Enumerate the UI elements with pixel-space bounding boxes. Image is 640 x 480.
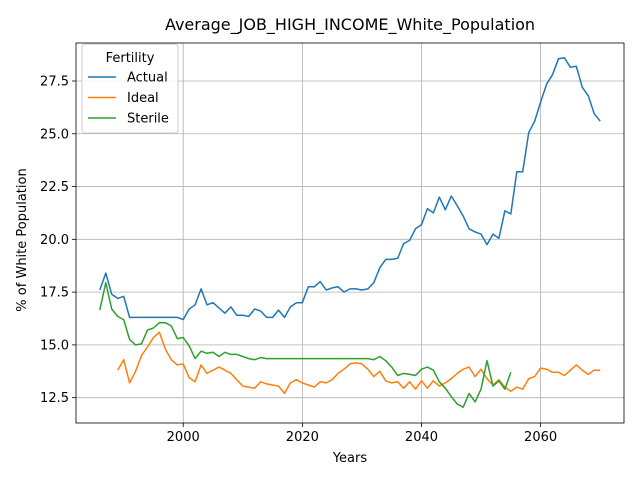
x-axis-title: Years xyxy=(332,451,368,466)
series-line-ideal xyxy=(117,331,601,395)
legend-box xyxy=(81,43,179,134)
y-tick-label: 20.0 xyxy=(40,233,69,248)
y-axis-title: % of White Population xyxy=(15,168,30,311)
x-tick-label: 2040 xyxy=(405,430,438,445)
x-tick-label: 2020 xyxy=(286,430,319,445)
legend-label-ideal: Ideal xyxy=(127,91,159,106)
y-tick-label: 15.0 xyxy=(40,338,69,353)
legend: Fertility Actual Ideal Sterile xyxy=(81,43,179,134)
legend-label-sterile: Sterile xyxy=(127,112,169,127)
series-line-actual xyxy=(99,57,601,321)
y-tick-label: 17.5 xyxy=(40,286,69,301)
plot-frame xyxy=(75,42,625,424)
legend-title: Fertility xyxy=(106,51,155,66)
x-tick-label: 2060 xyxy=(524,430,557,445)
series-line-sterile xyxy=(99,281,512,408)
chart-title: Average_JOB_HIGH_INCOME_White_Population xyxy=(165,15,535,35)
y-tick-label: 25.0 xyxy=(40,127,69,142)
y-tick-label: 12.5 xyxy=(40,391,69,406)
y-tick-label: 22.5 xyxy=(40,180,69,195)
y-tick-label: 27.5 xyxy=(40,75,69,90)
x-tick-label: 2000 xyxy=(167,430,200,445)
plot-area: 2000 2020 2040 2060 12.5 15.0 17.5 20.0 22.5 25.0… xyxy=(40,42,625,445)
legend-label-actual: Actual xyxy=(127,71,168,86)
